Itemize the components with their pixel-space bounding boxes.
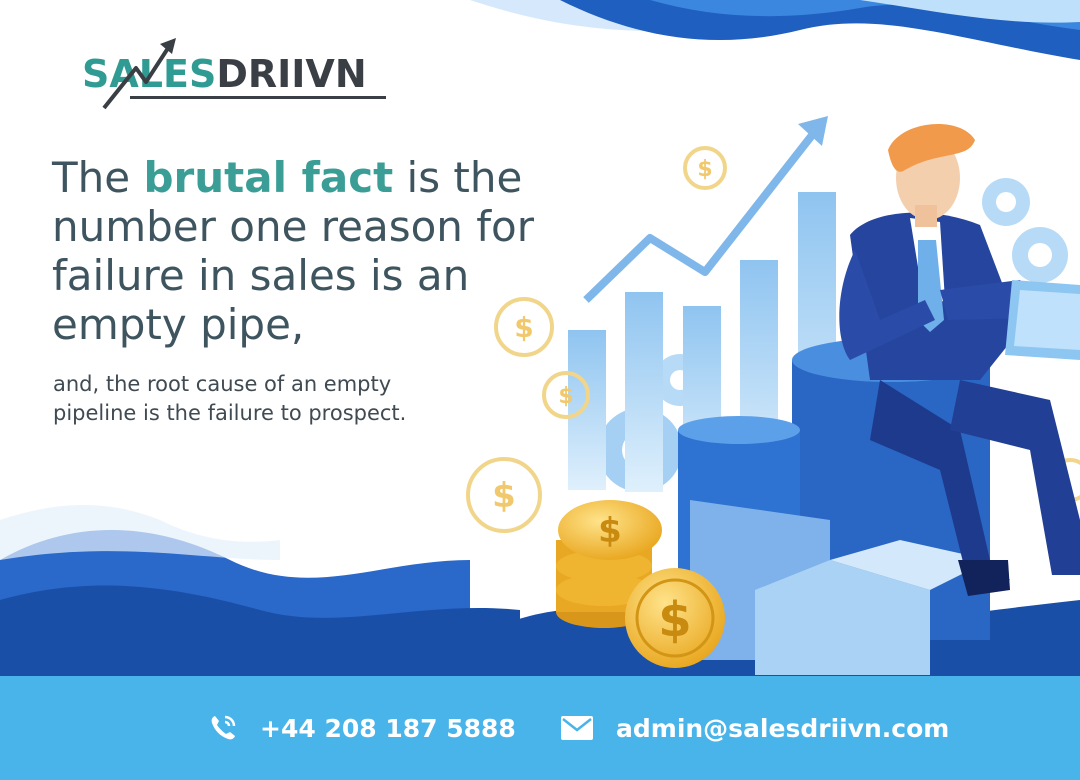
subheading: and, the root cause of an empty pipeline… xyxy=(53,372,407,425)
trend-arrow-icon xyxy=(583,122,824,303)
envelope-icon xyxy=(561,716,593,740)
logo-underline xyxy=(130,96,386,99)
headline-lead: The xyxy=(52,153,144,202)
coin-stack-icon: $ $ xyxy=(556,500,725,668)
pie-blocks-graphic xyxy=(678,338,990,675)
businessman-illustration xyxy=(839,123,1080,596)
logo-part-driivn: DRIIVN xyxy=(216,52,367,96)
footer-bar xyxy=(0,676,1080,780)
svg-text:$: $ xyxy=(492,476,516,516)
arrow-chart-icon xyxy=(102,38,176,110)
svg-text:$: $ xyxy=(697,157,712,182)
email-contact[interactable]: admin@salesdriivn.com xyxy=(560,712,949,744)
email-address: admin@salesdriivn.com xyxy=(616,713,950,743)
svg-text:$: $ xyxy=(558,384,573,409)
svg-text:$: $ xyxy=(598,511,622,551)
svg-text:$: $ xyxy=(514,311,533,344)
logo: SALESDRIIVN xyxy=(78,38,398,118)
phone-number: +44 208 187 5888 xyxy=(260,713,516,743)
phone-contact[interactable]: +44 208 187 5888 xyxy=(208,712,516,744)
phone-icon xyxy=(211,715,236,740)
svg-text:$: $ xyxy=(658,592,691,648)
headline-rest: is the number one reason for failure in … xyxy=(52,153,534,349)
headline-highlight: brutal fact xyxy=(143,153,394,202)
headline: The brutal fact is the number one reason… xyxy=(52,153,612,349)
